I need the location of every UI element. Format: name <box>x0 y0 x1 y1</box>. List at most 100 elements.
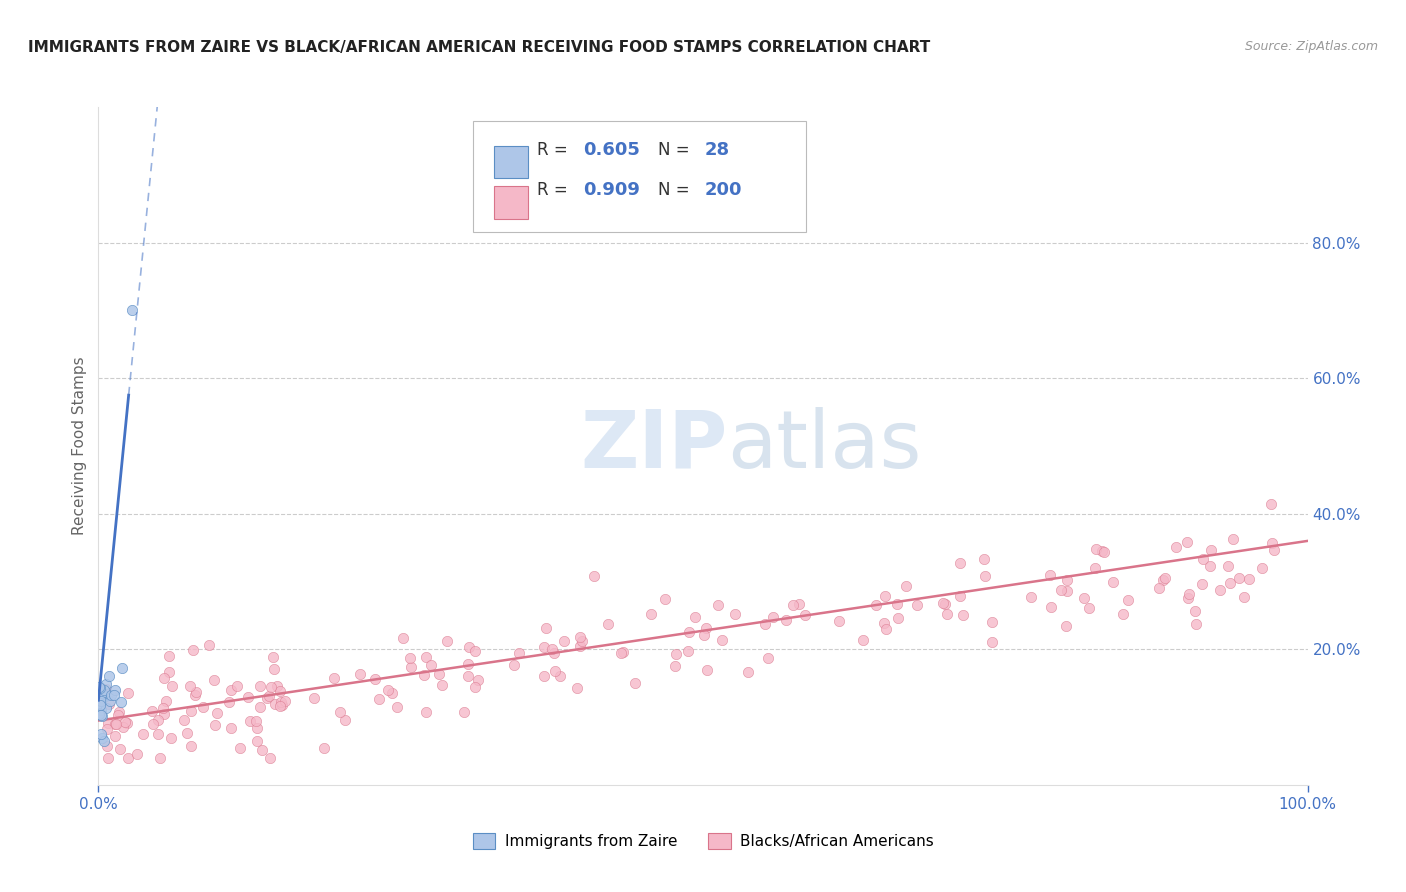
Text: 28: 28 <box>704 141 730 159</box>
Point <box>121 303 143 318</box>
Point <box>399 660 422 674</box>
Point <box>828 614 851 628</box>
Point <box>695 621 717 635</box>
Point <box>458 640 481 654</box>
Point <box>949 589 972 603</box>
Point <box>141 704 163 718</box>
Point <box>218 695 240 709</box>
Point <box>974 569 997 583</box>
Point <box>1102 575 1125 590</box>
Point <box>935 607 957 622</box>
Point <box>1201 542 1223 557</box>
Point <box>104 716 127 731</box>
Point <box>464 680 486 694</box>
Point <box>221 682 243 697</box>
Point <box>536 621 558 635</box>
Point <box>236 690 259 704</box>
Point <box>949 557 972 571</box>
Point <box>1019 590 1042 604</box>
Point <box>157 648 180 663</box>
Point <box>419 657 441 672</box>
Point <box>664 659 686 673</box>
Point <box>1084 561 1107 575</box>
Point <box>179 679 201 693</box>
Point <box>263 662 285 676</box>
Text: atlas: atlas <box>727 407 921 485</box>
Text: R =: R = <box>537 141 574 159</box>
Point <box>508 646 530 660</box>
Point <box>391 631 413 645</box>
Point <box>91 731 114 745</box>
Point <box>98 693 121 707</box>
Point <box>160 679 183 693</box>
Point <box>692 628 714 642</box>
Point <box>104 729 127 743</box>
Point <box>183 688 205 702</box>
Point <box>90 727 112 741</box>
Point <box>146 713 169 727</box>
Point <box>269 699 291 714</box>
Point <box>678 624 700 639</box>
Point <box>1261 536 1284 550</box>
Point <box>887 611 910 625</box>
FancyBboxPatch shape <box>494 145 527 178</box>
Point <box>387 699 409 714</box>
Point <box>259 751 281 765</box>
Point <box>865 599 887 613</box>
Point <box>427 666 450 681</box>
Point <box>415 649 437 664</box>
Point <box>571 633 593 648</box>
Point <box>794 608 817 623</box>
Point <box>87 696 110 710</box>
Point <box>789 597 811 611</box>
Point <box>886 598 908 612</box>
Point <box>108 705 131 719</box>
Point <box>724 607 747 622</box>
Point <box>117 686 139 700</box>
Point <box>980 634 1002 648</box>
Point <box>87 680 110 694</box>
Point <box>191 699 214 714</box>
Point <box>582 568 605 582</box>
Point <box>180 704 202 718</box>
Point <box>105 716 128 731</box>
Point <box>665 647 688 661</box>
Point <box>548 669 571 683</box>
Point <box>180 739 202 753</box>
Point <box>1154 571 1177 585</box>
Point <box>270 694 292 708</box>
Point <box>100 688 122 702</box>
Point <box>1219 576 1241 591</box>
Point <box>264 697 287 711</box>
Point <box>980 615 1002 630</box>
Point <box>198 638 221 652</box>
Point <box>553 633 575 648</box>
Text: Source: ZipAtlas.com: Source: ZipAtlas.com <box>1244 40 1378 54</box>
Point <box>274 694 297 708</box>
Point <box>142 716 165 731</box>
Point <box>93 734 115 748</box>
Point <box>204 718 226 732</box>
Point <box>87 706 110 721</box>
Point <box>467 673 489 687</box>
Point <box>250 743 273 757</box>
Point <box>399 650 422 665</box>
Point <box>457 657 479 671</box>
Legend: Immigrants from Zaire, Blacks/African Americans: Immigrants from Zaire, Blacks/African Am… <box>467 827 939 855</box>
Point <box>1192 552 1215 566</box>
Point <box>111 720 134 734</box>
Point <box>90 694 112 708</box>
Point <box>335 713 357 727</box>
Point <box>256 690 278 705</box>
Point <box>96 681 118 696</box>
Point <box>568 630 591 644</box>
Point <box>96 701 118 715</box>
Point <box>225 679 247 693</box>
Point <box>104 683 127 698</box>
Point <box>1185 617 1208 632</box>
Point <box>146 727 169 741</box>
Point <box>269 684 291 698</box>
Point <box>430 678 453 692</box>
Point <box>103 688 125 702</box>
Point <box>329 706 352 720</box>
